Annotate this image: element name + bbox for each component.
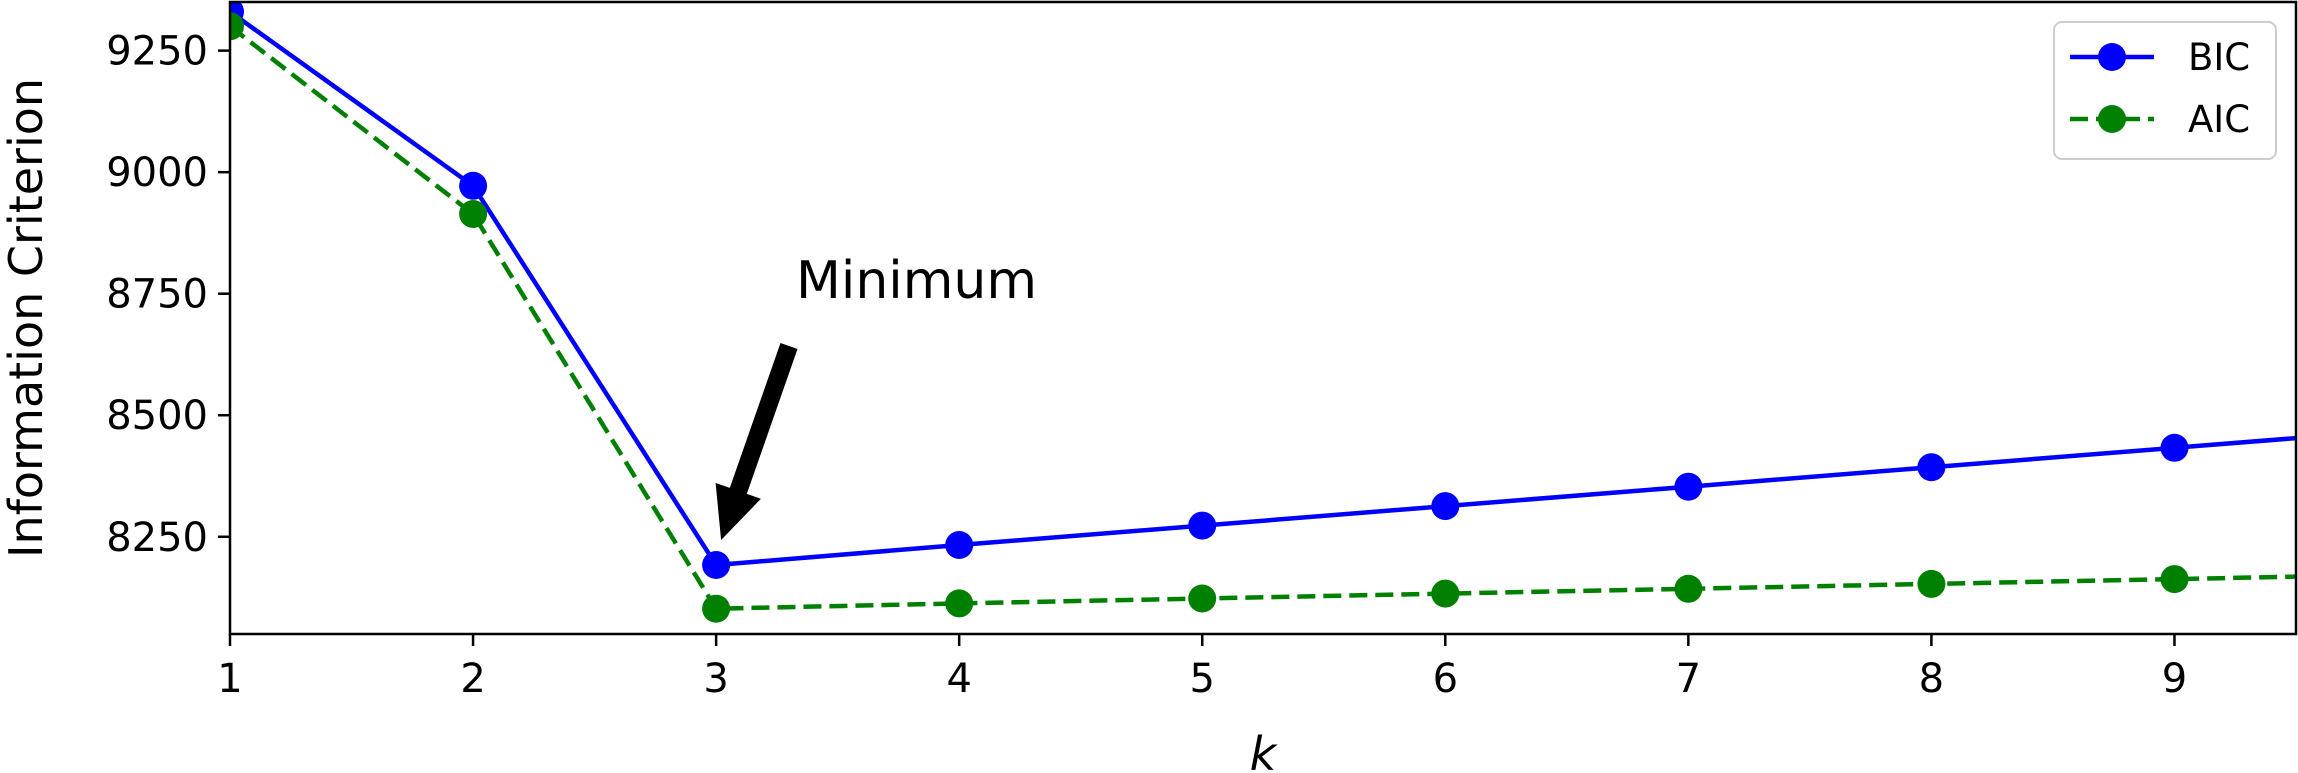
aic-point xyxy=(702,594,731,623)
bic-point xyxy=(1188,511,1217,540)
y-axis-label: Information Criterion xyxy=(0,78,53,558)
x-tick-label: 6 xyxy=(1433,656,1458,702)
bic-point xyxy=(1674,472,1703,501)
legend: BIC AIC xyxy=(2053,21,2277,160)
bic-point xyxy=(1431,492,1460,521)
legend-aic-label: AIC xyxy=(2188,98,2250,141)
aic-point xyxy=(945,589,974,618)
annotation-text: Minimum xyxy=(796,251,1037,311)
y-tick-label: 8750 xyxy=(106,272,208,318)
aic-point xyxy=(459,200,488,228)
x-tick-label: 3 xyxy=(703,656,728,702)
aic-point xyxy=(1188,584,1217,613)
legend-aic-marker xyxy=(2098,105,2126,133)
x-axis-label: k xyxy=(1250,727,1279,773)
x-tick-label: 9 xyxy=(2162,656,2187,702)
y-tick-label: 8500 xyxy=(106,393,208,439)
x-tick-label: 1 xyxy=(217,656,242,702)
x-tick-label: 8 xyxy=(1919,656,1944,702)
legend-bic-marker xyxy=(2098,43,2126,71)
x-tick-label: 5 xyxy=(1190,656,1215,702)
bic-point xyxy=(702,551,731,579)
aic-series-line xyxy=(230,24,2296,611)
aic-point xyxy=(230,12,244,41)
bic-point xyxy=(459,171,488,200)
y-axis-ticks: 8250 8500 8750 9000 9250 xyxy=(106,29,230,561)
bic-point xyxy=(2160,433,2189,462)
bic-point xyxy=(945,531,974,559)
x-axis-ticks: 1 2 3 4 5 6 7 8 9 xyxy=(217,634,2187,702)
y-tick-label: 9250 xyxy=(106,29,208,75)
bic-series-line xyxy=(230,9,2296,568)
x-tick-label: 7 xyxy=(1676,656,1701,702)
legend-bic-label: BIC xyxy=(2188,36,2250,79)
aic-point xyxy=(1431,579,1460,608)
aic-point xyxy=(1674,574,1703,603)
aic-point xyxy=(1917,569,1946,598)
annotation: Minimum xyxy=(715,251,1037,540)
x-tick-label: 4 xyxy=(946,656,971,702)
y-tick-label: 9000 xyxy=(106,150,208,196)
annotation-arrow xyxy=(715,343,798,540)
series-layer xyxy=(230,2,2296,623)
plot-frame xyxy=(228,0,2298,636)
x-tick-label: 2 xyxy=(460,656,485,702)
y-tick-label: 8250 xyxy=(106,515,208,561)
aic-point xyxy=(2160,565,2189,594)
bic-point xyxy=(1917,453,1946,482)
